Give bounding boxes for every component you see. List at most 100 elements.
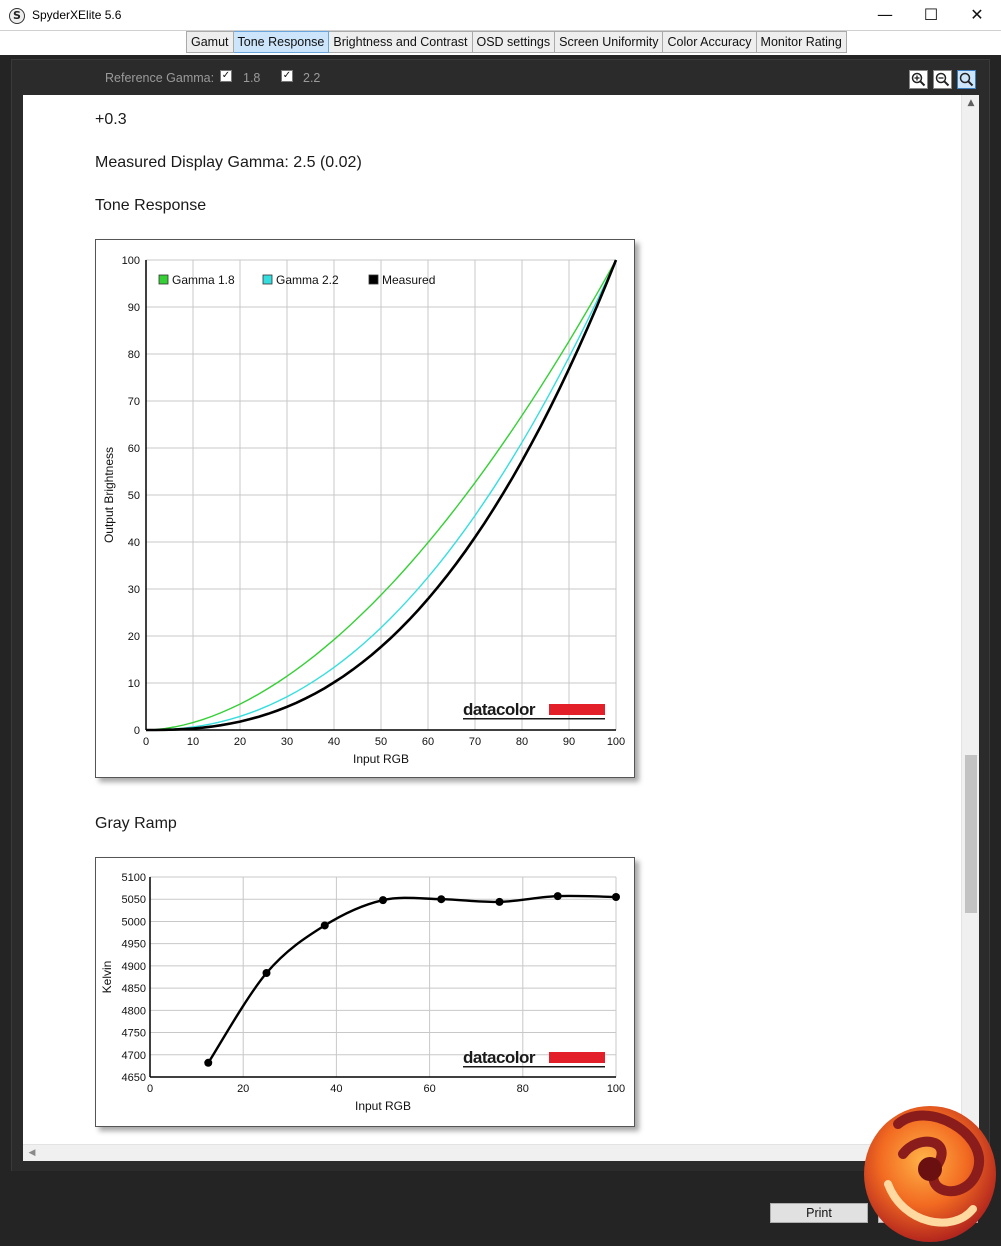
datacolor-watermark-text: datacolor: [463, 700, 536, 719]
x-tick-label: 100: [607, 1083, 625, 1095]
tab-tone-response[interactable]: Tone Response: [233, 31, 330, 53]
datacolor-watermark-underline: [463, 1066, 605, 1068]
y-tick-label: 5100: [122, 872, 146, 884]
datacolor-watermark-bar: [549, 1052, 605, 1063]
x-tick-label: 40: [330, 1083, 342, 1095]
reference-gamma-label: Reference Gamma:: [105, 71, 215, 85]
y-tick-label: 40: [128, 537, 140, 549]
vertical-scrollbar[interactable]: ▲: [961, 95, 979, 1146]
zoom-out-icon: [935, 72, 950, 87]
y-tick-label: 4650: [122, 1072, 146, 1084]
x-tick-label: 0: [143, 736, 149, 748]
measured-gamma-text: Measured Display Gamma: 2.5 (0.02): [95, 154, 362, 171]
tab-osd-settings[interactable]: OSD settings: [472, 31, 556, 53]
tone-response-chart: 0 10 20 30 40 50 60 70 80 90 100 0 10 20 30 40 50 60 70 80 9…: [95, 239, 635, 778]
x-tick-label: 100: [607, 736, 625, 748]
scroll-left-arrow-icon[interactable]: ◀: [28, 1148, 36, 1158]
tone-response-heading: Tone Response: [95, 197, 207, 214]
tab-monitor-rating[interactable]: Monitor Rating: [756, 31, 847, 53]
close-button[interactable]: ✕: [970, 5, 984, 24]
x-tick-label: 60: [423, 1083, 435, 1095]
series-line-gamma-2-2: [145, 259, 617, 731]
series-line-gamma-1-8: [145, 259, 617, 731]
data-point: [553, 892, 562, 901]
y-tick-label: 4800: [122, 1005, 146, 1017]
scroll-up-arrow-icon[interactable]: ▲: [967, 98, 975, 108]
gray-ramp-chart-svg: 0 20 40 60 80 100 4650 4700 4750 4800 4850 4900 4950…: [100, 872, 625, 1113]
y-tick-label: 4750: [122, 1028, 146, 1040]
vertical-scroll-thumb[interactable]: [965, 755, 977, 913]
horizontal-scrollbar[interactable]: ◀: [23, 1144, 961, 1161]
tab-color-accuracy[interactable]: Color Accuracy: [663, 31, 757, 53]
data-point: [437, 895, 446, 904]
app-logo-icon: S: [9, 8, 25, 24]
y-tick-label: 100: [122, 255, 140, 267]
y-tick-label: 4850: [122, 983, 146, 995]
y-axis-label: Output Brightness: [102, 447, 116, 543]
x-tick-label: 50: [375, 736, 387, 748]
zoom-in-icon: [911, 72, 926, 87]
maximize-button[interactable]: ☐: [923, 5, 939, 24]
data-point: [612, 893, 620, 901]
y-tick-label: 5000: [122, 916, 146, 928]
data-point: [495, 897, 504, 906]
x-tick-label: 90: [563, 736, 575, 748]
y-tick-label: 80: [128, 349, 140, 361]
legend-label: Gamma 2.2: [276, 273, 339, 287]
x-tick-label: 70: [469, 736, 481, 748]
y-tick-label: 70: [128, 396, 140, 408]
x-tick-label: 20: [234, 736, 246, 748]
y-tick-label: 4950: [122, 939, 146, 951]
series-line-measured: [146, 259, 618, 732]
tab-brightness-contrast[interactable]: Brightness and Contrast: [329, 31, 473, 53]
x-tick-label: 20: [237, 1083, 249, 1095]
x-tick-label: 0: [147, 1083, 153, 1095]
datacolor-watermark-text: datacolor: [463, 1048, 536, 1067]
x-tick-label: 30: [281, 736, 293, 748]
tab-screen-uniformity[interactable]: Screen Uniformity: [555, 31, 664, 53]
y-tick-label: 30: [128, 584, 140, 596]
legend-swatch: [262, 274, 273, 285]
watermark-logo-icon: [864, 1106, 996, 1242]
x-tick-label: 60: [422, 736, 434, 748]
gamma-1-8-checkbox[interactable]: ✓: [220, 70, 232, 82]
zoom-fit-icon: [959, 72, 974, 87]
gray-ramp-heading: Gray Ramp: [95, 815, 177, 832]
y-tick-label: 50: [128, 490, 140, 502]
legend-swatch: [158, 274, 169, 285]
window-title: SpyderXElite 5.6: [32, 8, 122, 22]
title-bar: S SpyderXElite 5.6 — ☐ ✕: [0, 0, 1001, 31]
gamma-2-2-checkbox[interactable]: ✓: [281, 70, 293, 82]
y-tick-label: 90: [128, 302, 140, 314]
y-tick-label: 0: [134, 725, 140, 737]
gamma-offset-text: +0.3: [95, 111, 127, 128]
data-point: [379, 896, 387, 905]
x-tick-label: 80: [517, 1083, 529, 1095]
tab-bar: Gamut Tone Response Brightness and Contr…: [0, 31, 1001, 55]
legend-label: Gamma 1.8: [172, 273, 235, 287]
gray-ramp-chart: 0 20 40 60 80 100 4650 4700 4750 4800 4850 4900 4950…: [95, 857, 635, 1127]
x-tick-label: 10: [187, 736, 199, 748]
report-viewport[interactable]: +0.3 Measured Display Gamma: 2.5 (0.02) …: [23, 95, 979, 1146]
zoom-out-button[interactable]: [933, 70, 952, 89]
gamma-2-2-label: 2.2: [303, 71, 321, 85]
legend-label: Measured: [382, 273, 435, 287]
y-tick-label: 20: [128, 631, 140, 643]
y-tick-label: 5050: [122, 894, 146, 906]
zoom-in-button[interactable]: [909, 70, 928, 89]
x-tick-label: 80: [516, 736, 528, 748]
datacolor-watermark-underline: [463, 718, 605, 720]
minimize-button[interactable]: —: [877, 5, 893, 24]
kelvin-series-line: [207, 894, 617, 1064]
tab-gamut[interactable]: Gamut: [187, 31, 234, 53]
y-tick-label: 4900: [122, 961, 146, 973]
legend-swatch: [368, 274, 379, 285]
x-axis-label: Input RGB: [355, 1099, 411, 1113]
y-tick-label: 10: [128, 678, 140, 690]
y-tick-label: 4700: [122, 1050, 146, 1062]
print-button[interactable]: Print: [770, 1203, 868, 1223]
zoom-fit-button[interactable]: [957, 70, 976, 89]
x-axis-label: Input RGB: [353, 752, 409, 766]
data-point: [262, 969, 271, 977]
data-point: [320, 921, 329, 930]
